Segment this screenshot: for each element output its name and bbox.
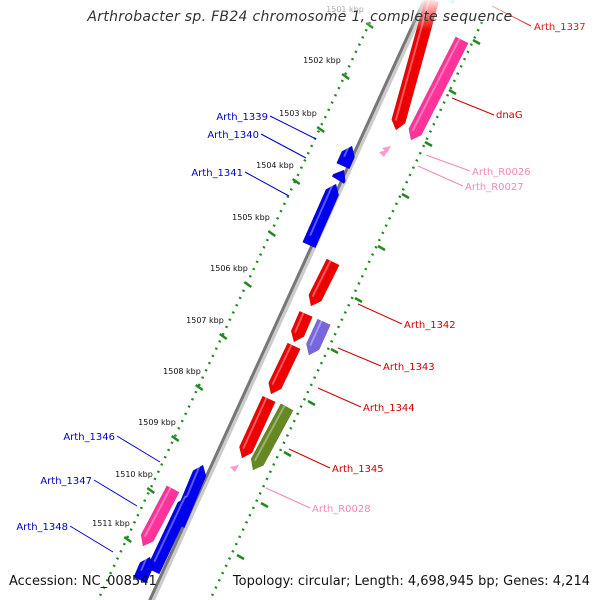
gene-label-text[interactable]: Arth_1347 [40, 476, 92, 487]
leader-line [425, 154, 471, 172]
leader-line [265, 487, 311, 509]
kbp-tick-label: 1511 kbp [92, 519, 130, 528]
feature-arth-1343-rna [306, 318, 331, 356]
gene-label-text[interactable]: Arth_R0027 [465, 182, 524, 193]
kbp-tick-mark [243, 280, 252, 289]
gene-label-text[interactable]: Arth_1348 [16, 522, 68, 533]
gene-label[interactable]: Arth_R0027 [417, 165, 524, 193]
feature-arth-1346-b [146, 495, 191, 575]
kbp-tick-mark [123, 535, 132, 544]
kbp-tick-label: 1509 kbp [138, 418, 176, 427]
feature-arth-r0026-27 [408, 36, 469, 141]
kbp-tick-mark [316, 125, 325, 134]
gene-label[interactable]: Arth_1343 [337, 347, 435, 373]
leader-line [288, 448, 331, 469]
feature-arth-1344 [268, 342, 301, 395]
top-fade [0, 0, 600, 30]
feature-arth-1342 [308, 258, 340, 307]
feature-arth-1345-a [239, 395, 276, 459]
kbp-tick-label: 1502 kbp [303, 56, 341, 65]
feature-arth-1347 [140, 485, 180, 547]
kbp-tick-mark [146, 486, 156, 495]
kbp-tick-label: 1506 kbp [210, 264, 248, 273]
gene-label[interactable]: Arth_1344 [317, 387, 415, 414]
gene-label[interactable]: Arth_1340 [207, 130, 307, 159]
gene-label[interactable]: dnaG [451, 97, 523, 121]
gene-label[interactable]: Arth_1341 [191, 168, 290, 197]
gene-label-text[interactable]: Arth_1340 [207, 130, 259, 141]
kbp-tick-mark [267, 229, 276, 238]
outer-tick-mark [401, 192, 410, 200]
leader-line [337, 347, 382, 367]
leader-line [93, 479, 138, 507]
feature-arth-1345 [250, 403, 294, 471]
gene-label-text[interactable]: Arth_1346 [63, 432, 115, 443]
feature-arth-1339 [336, 144, 355, 170]
kbp-tick-mark [219, 332, 228, 341]
outer-tick-mark [377, 244, 386, 252]
leader-line [269, 115, 317, 140]
gene-label-text[interactable]: Arth_R0026 [472, 167, 531, 178]
gene-label[interactable]: Arth_1348 [16, 522, 114, 553]
kbp-tick-label: 1503 kbp [279, 109, 317, 118]
kbp-tick-label: 1504 kbp [256, 161, 294, 170]
gene-label-text[interactable]: Arth_1339 [216, 112, 268, 123]
feature-arth-1348 [133, 555, 154, 584]
outer-tick-mark [330, 347, 339, 355]
kbp-tick-mark [341, 72, 350, 81]
feature-arth-1340 [331, 168, 346, 184]
gene-label-text[interactable]: Arth_1345 [332, 464, 384, 475]
map-title: Arthrobacter sp. FB24 chromosome 1, comp… [87, 9, 513, 25]
leader-line [357, 303, 403, 325]
outer-tick-mark [260, 501, 269, 509]
gene-label[interactable]: Arth_1347 [40, 476, 138, 507]
outer-tick-mark [236, 553, 245, 561]
accession-label: Accession: NC_008541 [9, 574, 157, 589]
kbp-tick-label: 1507 kbp [186, 316, 224, 325]
outer-tick-mark [283, 450, 292, 458]
trna-marker [379, 150, 388, 157]
gene-label-text[interactable]: Arth_R0028 [312, 504, 371, 515]
feature-arth-1343 [290, 310, 313, 343]
gene-label-text[interactable]: Arth_1342 [404, 320, 456, 331]
outer-tick-mark [448, 88, 457, 96]
gene-label[interactable]: Arth_R0028 [265, 487, 371, 515]
gene-label[interactable]: Arth_R0026 [425, 154, 531, 178]
leader-line [69, 525, 114, 553]
gene-label-text[interactable]: Arth_1344 [363, 403, 415, 414]
leader-line [244, 171, 290, 197]
outer-tick-mark [424, 140, 433, 148]
outer-tick-mark [354, 296, 363, 304]
kbp-tick-label: 1508 kbp [163, 367, 201, 376]
trna-marker [230, 465, 239, 472]
leader-line [260, 133, 307, 159]
leader-line [317, 387, 362, 408]
leader-line [417, 165, 464, 187]
feature-arth-1341 [302, 182, 340, 249]
trna-marker [382, 146, 391, 153]
gene-label[interactable]: Arth_1346 [63, 432, 161, 463]
kbp-tick-mark [195, 383, 204, 392]
kbp-tick-label: 1505 kbp [232, 213, 270, 222]
sequence-info: Topology: circular; Length: 4,698,945 bp… [232, 574, 590, 589]
kbp-tick-label: 1510 kbp [115, 470, 153, 479]
genome-backbone-shadow [148, 0, 430, 600]
outer-tick-mark [307, 399, 316, 407]
leader-line [451, 97, 495, 116]
gene-label[interactable]: Arth_1345 [288, 448, 384, 475]
kbp-tick-mark [291, 177, 301, 186]
leader-line [116, 435, 161, 463]
kbp-tick-mark [171, 434, 180, 443]
gene-label-text[interactable]: Arth_1343 [383, 362, 435, 373]
gene-label-text[interactable]: Arth_1341 [191, 168, 243, 179]
outer-tick-mark [472, 38, 481, 46]
gene-label-text[interactable]: dnaG [496, 110, 523, 121]
gene-label[interactable]: Arth_1342 [357, 303, 456, 331]
gene-label[interactable]: Arth_1339 [216, 112, 317, 140]
